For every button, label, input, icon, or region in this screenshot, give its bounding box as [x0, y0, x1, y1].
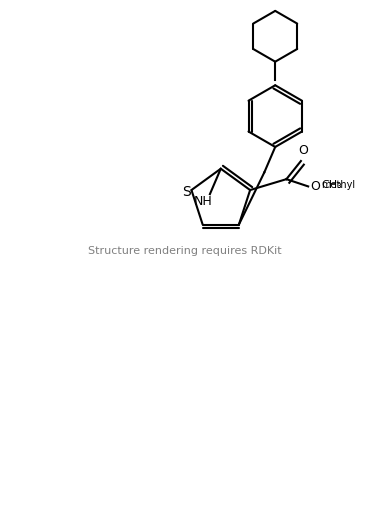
Text: methyl: methyl: [321, 180, 355, 189]
Text: Structure rendering requires RDKit: Structure rendering requires RDKit: [88, 246, 281, 256]
Text: NH: NH: [193, 195, 212, 208]
Text: O: O: [298, 144, 308, 157]
Text: CH₃: CH₃: [321, 180, 342, 189]
Text: S: S: [182, 185, 190, 199]
Text: O: O: [310, 180, 320, 193]
